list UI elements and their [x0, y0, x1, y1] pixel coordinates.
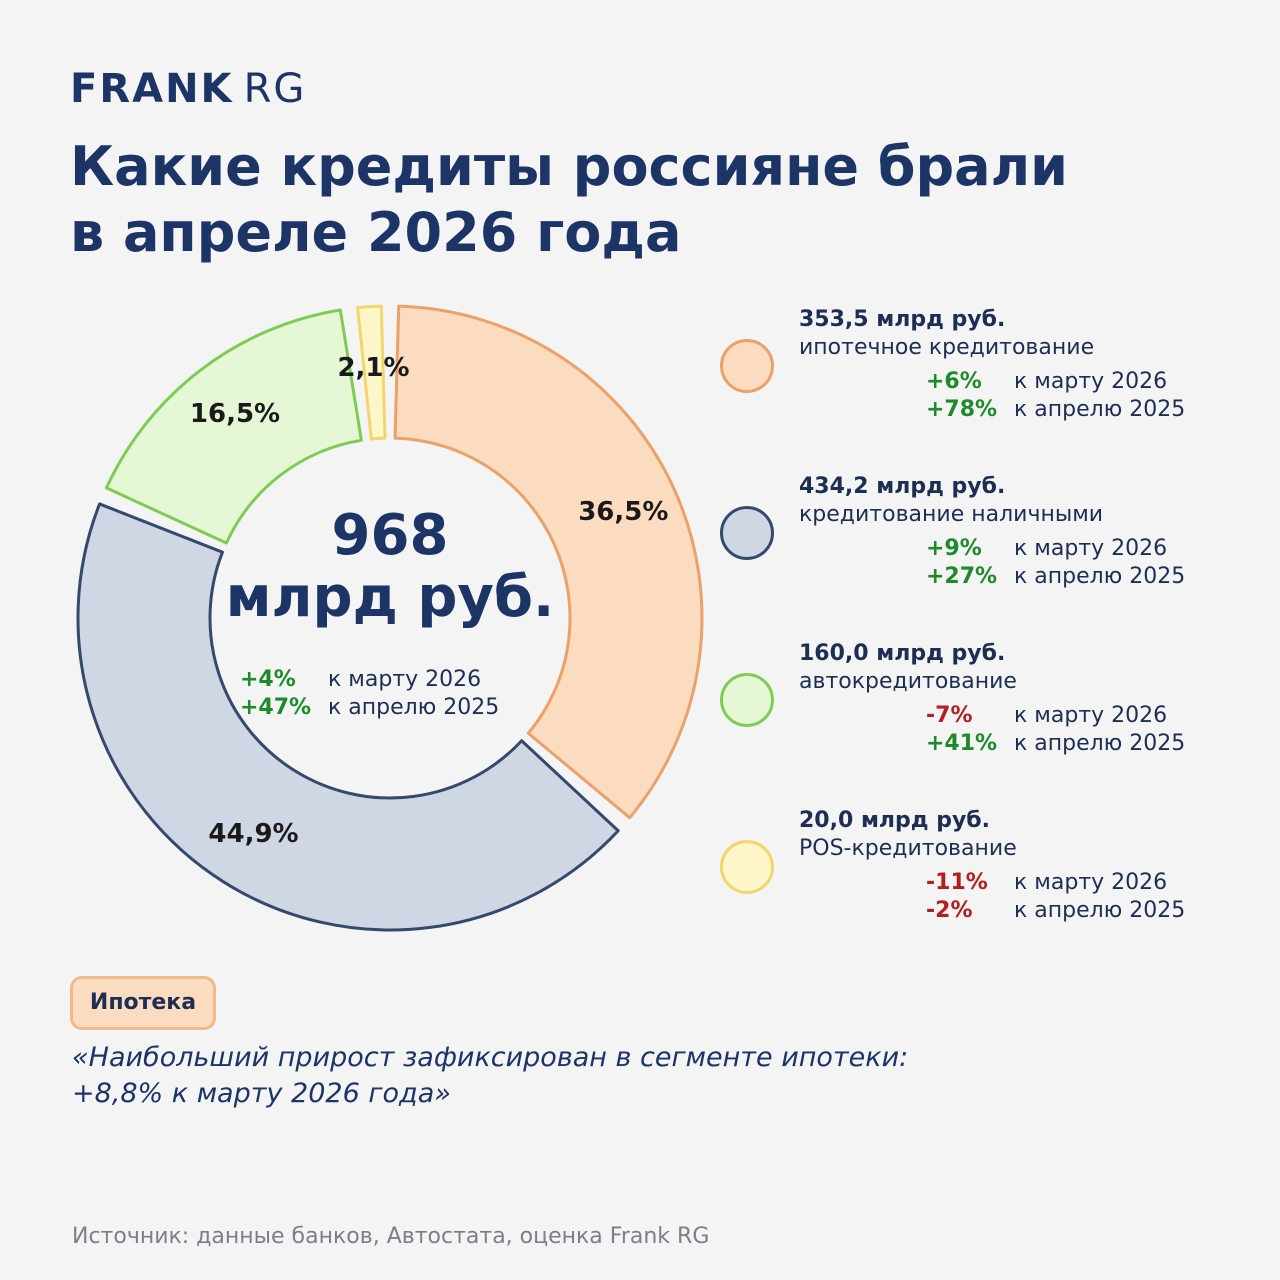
brand-name-bold: FRANK [70, 66, 234, 112]
donut-slice-car-loans [104, 308, 363, 545]
brand-name-light: RG [243, 66, 307, 112]
legend-change-row: +78% к апрелю 2025 [926, 396, 1185, 424]
slice-percent-label: 16,5% [190, 399, 280, 429]
legend-change-value: +6% [926, 369, 982, 394]
total-changes: +4% к марту 2026 +47% к апрелю 2025 [240, 666, 499, 722]
legend-change-value: +78% [926, 397, 998, 422]
source-note: Источник: данные банков, Автостата, оцен… [72, 1224, 710, 1249]
legend-amount: 434,2 млрд руб. [799, 474, 1006, 499]
legend-change-label: к марту 2026 [1014, 536, 1168, 561]
legend: 353,5 млрд руб. ипотечное кредитование +… [720, 306, 1260, 974]
legend-change-value: -11% [926, 870, 988, 895]
legend-dot [720, 339, 774, 393]
category-tag: Ипотека [70, 976, 216, 1030]
total-change-row: +4% к марту 2026 [240, 666, 499, 694]
page-title-line1: Какие кредиты россияне брали [70, 135, 1068, 198]
slice-percent-label: 36,5% [578, 497, 668, 527]
legend-dot [720, 506, 774, 560]
donut-center: 968 млрд руб. [200, 505, 580, 629]
legend-change-row: +41% к апрелю 2025 [926, 730, 1185, 758]
total-change-value: +4% [240, 667, 296, 692]
total-unit: млрд руб. [225, 565, 555, 630]
legend-dot [720, 673, 774, 727]
quote-line1: «Наибольший прирост зафиксирован в сегме… [72, 1042, 909, 1073]
legend-change-row: +6% к марту 2026 [926, 368, 1185, 396]
legend-change-row: +27% к апрелю 2025 [926, 563, 1185, 591]
legend-change-label: к апрелю 2025 [1014, 397, 1186, 422]
total-change-row: +47% к апрелю 2025 [240, 694, 499, 722]
legend-change-row: -7% к марту 2026 [926, 702, 1185, 730]
legend-change-value: -2% [926, 898, 973, 923]
donut-slice-cash-loans [76, 502, 620, 932]
slice-percent-label: 44,9% [208, 819, 298, 849]
legend-change-value: +9% [926, 536, 982, 561]
donut-slice-mortgage [393, 304, 704, 820]
legend-change-row: -11% к марту 2026 [926, 869, 1185, 897]
legend-item-car-loans: 160,0 млрд руб. автокредитование -7% к ма… [720, 640, 1260, 807]
total-value: 968 [331, 503, 449, 568]
legend-change-label: к марту 2026 [1014, 369, 1168, 394]
legend-amount: 160,0 млрд руб. [799, 641, 1006, 666]
legend-item-cash-loans: 434,2 млрд руб. кредитование наличными +… [720, 473, 1260, 640]
legend-item-mortgage: 353,5 млрд руб. ипотечное кредитование +… [720, 306, 1260, 473]
legend-change-row: +9% к марту 2026 [926, 535, 1185, 563]
page-title: Какие кредиты россияне брали в апреле 20… [70, 134, 1170, 266]
donut-slice-pos-loans [356, 304, 387, 441]
legend-change-label: к марту 2026 [1014, 703, 1168, 728]
quote: «Наибольший прирост зафиксирован в сегме… [72, 1040, 908, 1112]
slice-percent-label: 2,1% [337, 353, 409, 383]
legend-name: автокредитование [799, 669, 1017, 694]
brand-logo: FRANK RG [70, 66, 306, 112]
legend-change-label: к марту 2026 [1014, 870, 1168, 895]
legend-change-value: +41% [926, 731, 998, 756]
legend-change-value: -7% [926, 703, 973, 728]
legend-item-pos-loans: 20,0 млрд руб. POS-кредитование -11% к ма… [720, 807, 1260, 974]
legend-amount: 20,0 млрд руб. [799, 808, 991, 833]
total-change-label: к марту 2026 [328, 667, 482, 692]
legend-name: POS-кредитование [799, 836, 1017, 861]
legend-change-label: к апрелю 2025 [1014, 564, 1186, 589]
quote-line2: +8,8% к марту 2026 года» [72, 1078, 451, 1109]
legend-name: ипотечное кредитование [799, 335, 1095, 360]
legend-change-label: к апрелю 2025 [1014, 731, 1186, 756]
legend-amount: 353,5 млрд руб. [799, 307, 1006, 332]
legend-change-row: -2% к апрелю 2025 [926, 897, 1185, 925]
legend-change-value: +27% [926, 564, 998, 589]
legend-change-label: к апрелю 2025 [1014, 898, 1186, 923]
total-change-value: +47% [240, 695, 312, 720]
page-title-line2: в апреле 2026 года [70, 201, 682, 264]
total-change-label: к апрелю 2025 [328, 695, 500, 720]
legend-name: кредитование наличными [799, 502, 1104, 527]
legend-dot [720, 840, 774, 894]
